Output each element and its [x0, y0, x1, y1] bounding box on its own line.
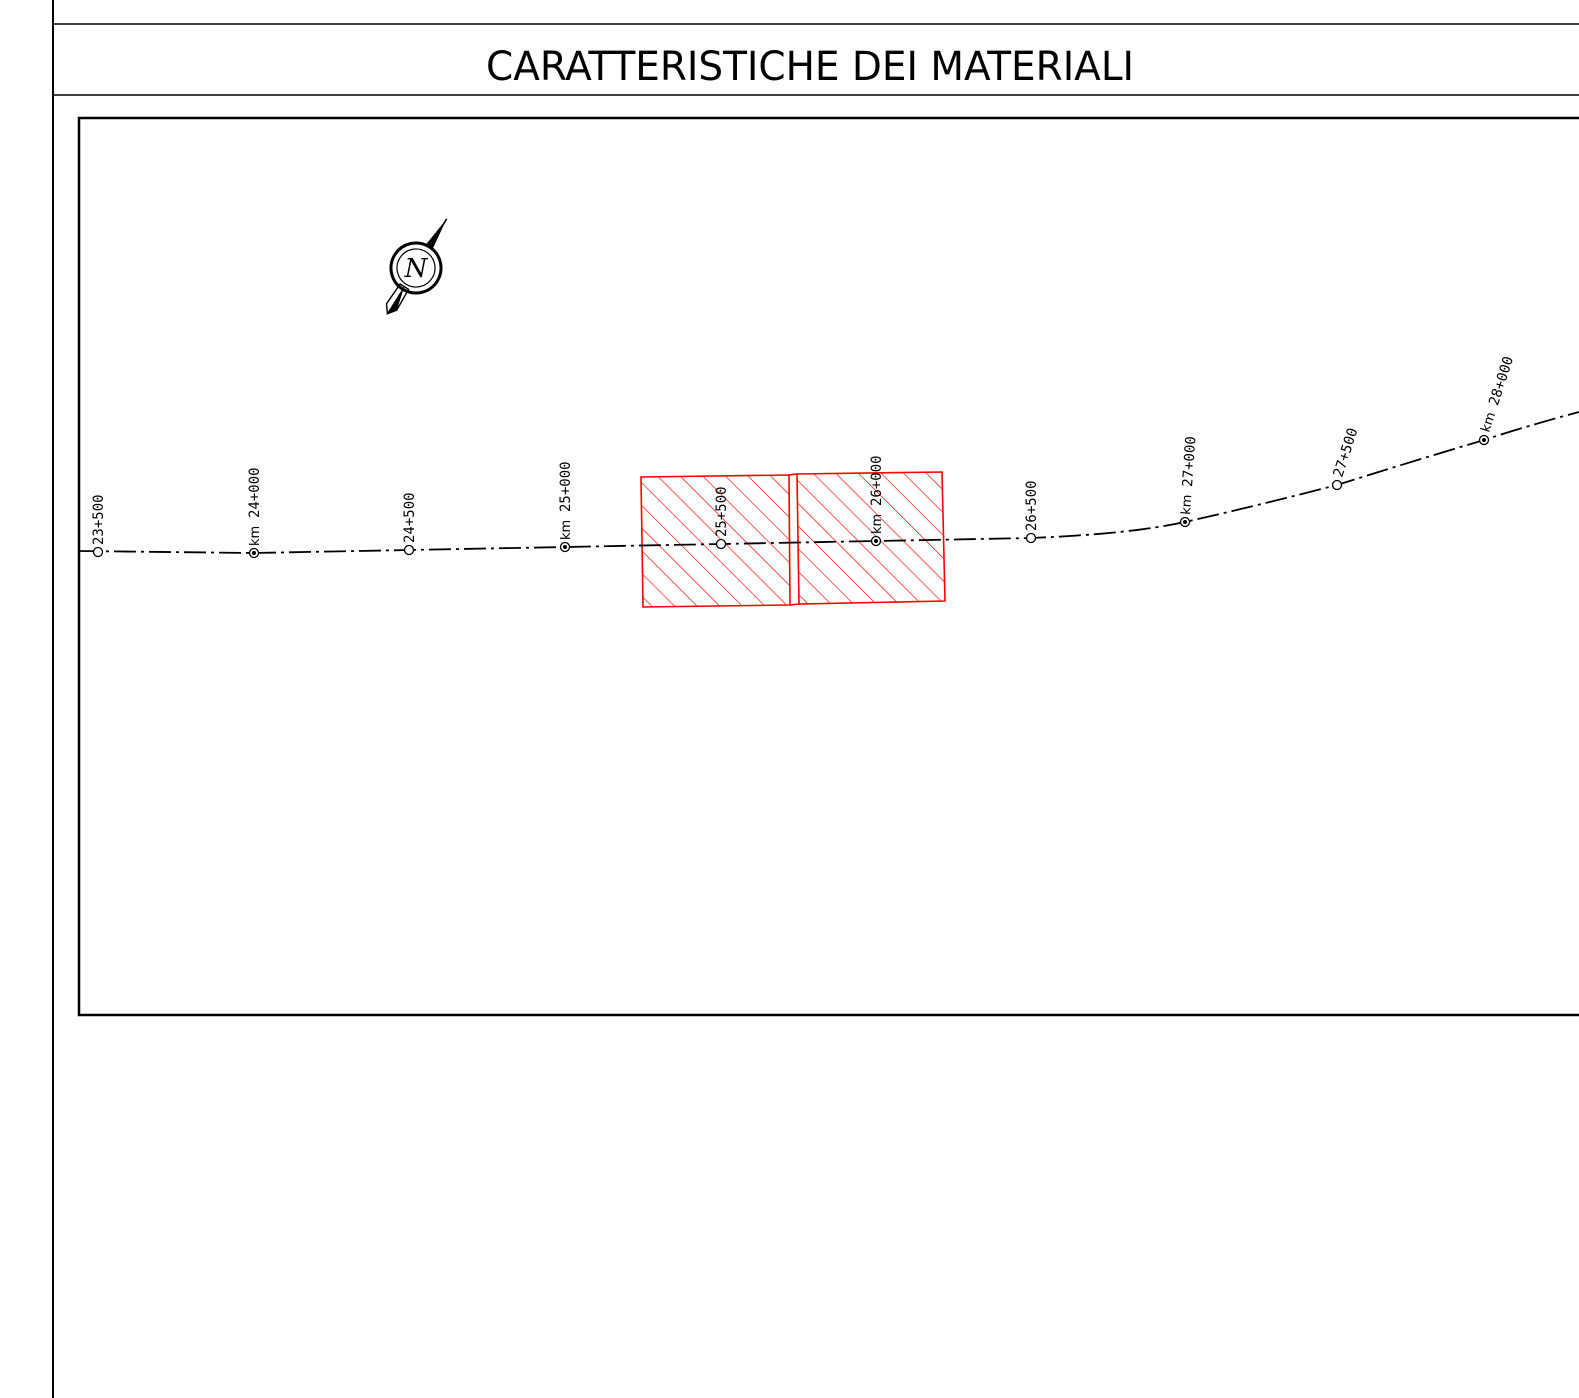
station-marker-icon	[715, 538, 727, 550]
station-label: 25+500	[714, 486, 730, 537]
station-marker-icon	[403, 544, 415, 556]
station-km-prefix: km	[1179, 494, 1195, 515]
station-km-prefix: km	[870, 514, 885, 534]
station-label: 23+500	[91, 494, 107, 545]
station-label: 25+000	[558, 461, 574, 512]
sheet-title: CARATTERISTICHE DEI MATERIALI	[486, 44, 1134, 90]
station-27-000: km 27+000	[1179, 436, 1199, 528]
station-label: 24+500	[402, 492, 418, 543]
station-25-500: 25+500	[714, 486, 730, 550]
station-label-group: 24+500	[402, 492, 418, 543]
station-marker-dot	[563, 545, 567, 549]
station-26-000: km 26+000	[869, 455, 885, 547]
station-marker-icon	[1025, 532, 1037, 544]
station-26-500: 26+500	[1024, 480, 1040, 544]
station-label: 28+000	[1486, 355, 1517, 408]
station-label-group: km 27+000	[1179, 436, 1199, 516]
station-marker-dot	[1183, 520, 1187, 524]
station-label-group: 27+500	[1331, 426, 1362, 479]
north-arrow-icon: N	[385, 218, 448, 315]
station-marker-dot	[1482, 438, 1486, 442]
highlight-block-right	[796, 471, 946, 605]
station-label-group: 23+500	[91, 494, 107, 545]
station-label: 26+500	[1024, 480, 1040, 531]
station-marker-icon	[1331, 479, 1343, 491]
station-25-000: km 25+000	[558, 461, 574, 553]
highlighted-zone	[640, 471, 946, 608]
station-km-prefix: km	[1479, 410, 1500, 434]
station-24-000: km 24+000	[247, 467, 263, 559]
station-marker-icon	[92, 546, 104, 558]
highlight-divider-bottom	[789, 603, 800, 606]
highlight-divider	[788, 473, 798, 476]
station-label: 24+000	[247, 467, 263, 518]
station-marker-dot	[874, 539, 878, 543]
station-label-group: 26+500	[1024, 480, 1040, 531]
station-km-prefix: km	[559, 520, 574, 540]
station-label-group: km 24+000	[247, 467, 263, 546]
station-label-group: km 25+000	[558, 461, 574, 540]
station-23-500: 23+500	[91, 494, 107, 558]
station-label: 27+000	[1180, 436, 1199, 488]
map-frame	[77, 116, 1579, 1017]
station-27-500: 27+500	[1331, 426, 1362, 491]
station-marker-dot	[252, 551, 256, 555]
station-label-group: 25+500	[714, 486, 730, 537]
station-24-500: 24+500	[402, 492, 418, 556]
station-km-prefix: km	[248, 526, 263, 546]
station-label-group: km 26+000	[869, 455, 885, 534]
station-label: 26+000	[869, 455, 885, 506]
station-label: 27+500	[1331, 426, 1362, 479]
north-label: N	[404, 254, 429, 284]
